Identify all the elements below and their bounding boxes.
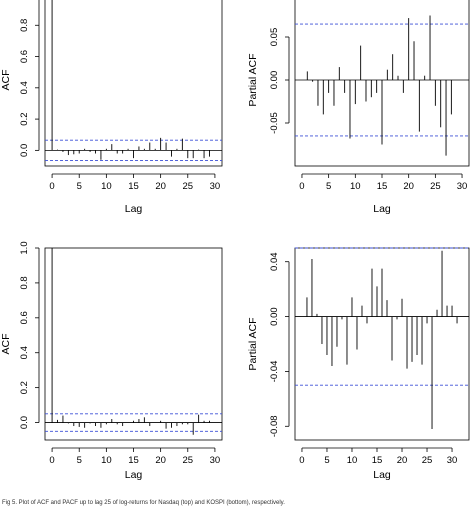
x-tick-label: 25 — [422, 455, 433, 466]
x-tick-label: 30 — [457, 181, 468, 192]
x-tick-label: 30 — [447, 455, 458, 466]
x-tick-label: 0 — [49, 181, 54, 192]
x-tick-label: 10 — [350, 181, 361, 192]
y-tick-label: -0.08 — [269, 415, 280, 437]
x-tick-label: 25 — [182, 455, 193, 466]
x-axis-label: Lag — [125, 203, 143, 215]
x-tick-label: 10 — [347, 455, 358, 466]
x-tick-label: 20 — [403, 181, 414, 192]
y-tick-label: 0.4 — [19, 81, 30, 94]
chart-panel-bottom-right: 0 5 10 15 20 25 30 -0.08 -0.04 0.00 0.04 Lag Partial… — [247, 247, 470, 481]
x-axis-label: Lag — [373, 203, 391, 215]
x-tick-label: 5 — [326, 181, 331, 192]
y-tick-label: 0.2 — [19, 112, 30, 125]
x-tick-label: 0 — [49, 455, 54, 466]
figure-caption: Fig 5. Plot of ACF and PACF up to lag 25… — [2, 500, 285, 506]
x-tick-label: 10 — [101, 455, 112, 466]
y-axis-label: ACF — [0, 334, 12, 355]
y-tick-label: 0.6 — [19, 311, 30, 324]
y-tick-label: 0.05 — [269, 28, 280, 47]
y-tick-label: -0.04 — [269, 361, 280, 383]
x-tick-label: 15 — [128, 455, 139, 466]
x-tick-label: 5 — [77, 455, 82, 466]
x-tick-label: 15 — [377, 181, 388, 192]
plot-frame — [44, 0, 223, 167]
y-tick-label: 0.8 — [19, 276, 30, 289]
y-axis-label: ACF — [0, 70, 12, 91]
y-tick-label: 0.0 — [19, 416, 30, 429]
y-tick-label: 0.00 — [269, 71, 280, 90]
y-tick-label: 0.4 — [19, 346, 30, 359]
x-tick-label: 0 — [299, 455, 304, 466]
y-tick-label: 0.0 — [19, 144, 30, 157]
x-tick-label: 20 — [397, 455, 408, 466]
y-axis-label: Partial ACF — [247, 317, 259, 370]
chart-panel-top-left: 0 5 10 15 20 25 30 0.0 0.2 0.4 0.6 0.8 Lag ACF — [0, 0, 223, 215]
x-axis-label: Lag — [125, 469, 143, 481]
y-tick-label: 0.04 — [269, 252, 280, 271]
chart-panel-top-right: 0 5 10 15 20 25 30 -0.05 0.00 0.05 Lag Partial ACF — [247, 0, 470, 215]
plot-frame — [44, 247, 223, 441]
y-tick-label: 1.0 — [19, 241, 30, 254]
chart-panel-bottom-left: 0 5 10 15 20 25 30 0.0 0.2 0.4 0.6 0.8 1.0 Lag ACF — [0, 241, 223, 481]
x-tick-label: 10 — [101, 181, 112, 192]
y-tick-label: 0.00 — [269, 307, 280, 326]
x-tick-label: 5 — [77, 181, 82, 192]
x-tick-label: 15 — [372, 455, 383, 466]
y-axis-label: Partial ACF — [247, 53, 259, 106]
x-tick-label: 20 — [155, 181, 166, 192]
x-axis-label: Lag — [373, 469, 391, 481]
y-tick-label: 0.2 — [19, 381, 30, 394]
x-tick-label: 30 — [210, 181, 221, 192]
y-tick-label: 0.8 — [19, 19, 30, 32]
x-tick-label: 0 — [299, 181, 304, 192]
x-tick-label: 25 — [430, 181, 441, 192]
x-tick-label: 5 — [324, 455, 329, 466]
x-tick-label: 30 — [210, 455, 221, 466]
y-tick-label: -0.05 — [269, 112, 280, 134]
x-tick-label: 15 — [128, 181, 139, 192]
x-tick-label: 20 — [155, 455, 166, 466]
y-tick-label: 0.6 — [19, 50, 30, 63]
x-tick-label: 25 — [182, 181, 193, 192]
